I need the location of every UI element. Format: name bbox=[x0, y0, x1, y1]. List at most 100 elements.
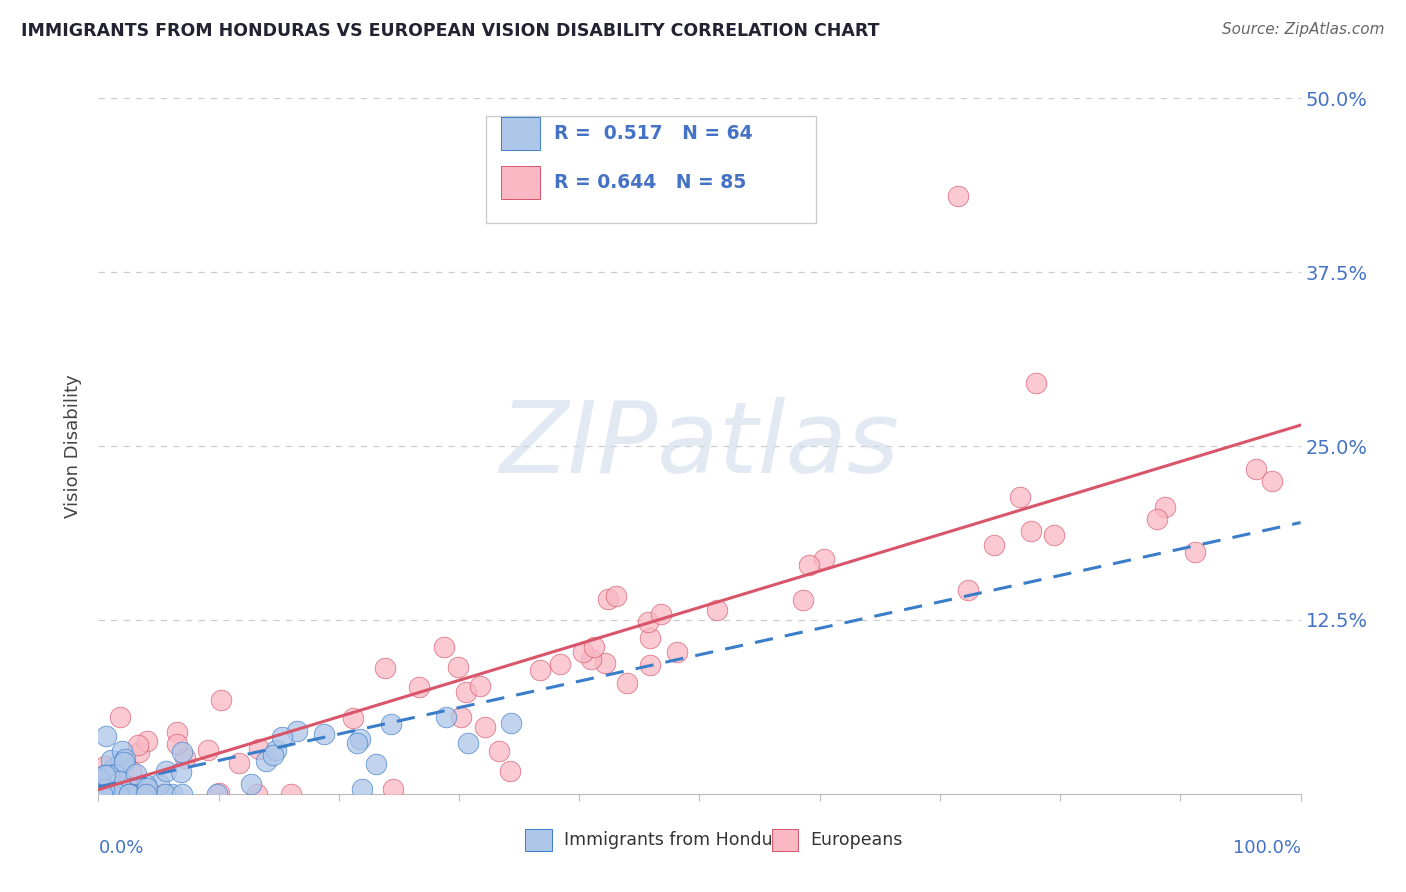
Point bbox=[239, 777, 262, 791]
Point bbox=[117, 787, 139, 801]
Point bbox=[125, 766, 148, 780]
Point bbox=[457, 736, 479, 750]
Y-axis label: Vision Disability: Vision Disability bbox=[65, 374, 83, 518]
Point bbox=[946, 188, 969, 202]
Point bbox=[117, 779, 139, 793]
Point bbox=[470, 679, 492, 693]
Point bbox=[103, 787, 125, 801]
Point bbox=[107, 787, 129, 801]
Point bbox=[90, 787, 112, 801]
Point bbox=[117, 787, 139, 801]
Point bbox=[94, 787, 117, 801]
Point bbox=[983, 538, 1005, 552]
Point bbox=[128, 745, 150, 759]
Point bbox=[1025, 376, 1047, 391]
Text: IMMIGRANTS FROM HONDURAS VS EUROPEAN VISION DISABILITY CORRELATION CHART: IMMIGRANTS FROM HONDURAS VS EUROPEAN VIS… bbox=[21, 22, 880, 40]
Point bbox=[135, 787, 157, 801]
Point bbox=[135, 734, 157, 748]
Point bbox=[349, 731, 371, 746]
Point bbox=[637, 615, 659, 629]
Point bbox=[605, 589, 627, 603]
Point bbox=[111, 785, 134, 799]
Point bbox=[499, 715, 522, 730]
Point bbox=[792, 593, 814, 607]
Point bbox=[110, 773, 132, 788]
Point bbox=[89, 787, 111, 801]
Point bbox=[107, 787, 129, 801]
Point bbox=[153, 787, 176, 801]
Point bbox=[91, 770, 114, 784]
Point bbox=[117, 787, 139, 801]
Point bbox=[114, 752, 136, 766]
Point bbox=[152, 787, 174, 801]
Point bbox=[87, 787, 110, 801]
Point bbox=[96, 787, 118, 801]
Point bbox=[209, 693, 232, 707]
Point bbox=[247, 742, 270, 756]
Point bbox=[596, 592, 619, 607]
Point bbox=[228, 756, 250, 771]
Point bbox=[956, 582, 979, 597]
Point bbox=[595, 656, 617, 670]
Point bbox=[115, 782, 138, 797]
Point bbox=[450, 710, 472, 724]
Point bbox=[665, 645, 688, 659]
Point bbox=[616, 676, 638, 690]
Point bbox=[120, 764, 142, 778]
Text: 100.0%: 100.0% bbox=[1233, 839, 1301, 857]
Point bbox=[550, 657, 572, 671]
Point bbox=[1244, 462, 1267, 476]
Point bbox=[110, 754, 132, 768]
Point bbox=[813, 552, 835, 566]
Point bbox=[104, 767, 127, 781]
Point bbox=[107, 787, 129, 801]
Point bbox=[93, 759, 115, 773]
Point bbox=[1146, 512, 1168, 526]
Point bbox=[89, 787, 111, 801]
Point bbox=[1184, 545, 1206, 559]
Point bbox=[122, 787, 145, 801]
FancyBboxPatch shape bbox=[772, 829, 799, 851]
Point bbox=[127, 787, 149, 801]
Point bbox=[94, 768, 117, 782]
Point bbox=[98, 787, 121, 801]
Point bbox=[90, 787, 112, 801]
Point bbox=[572, 645, 595, 659]
Point bbox=[104, 787, 127, 801]
Point bbox=[101, 787, 124, 801]
Point bbox=[94, 787, 117, 801]
Point bbox=[638, 631, 661, 645]
Point bbox=[342, 711, 364, 725]
Point bbox=[208, 786, 231, 800]
Point bbox=[197, 743, 219, 757]
Point bbox=[160, 787, 183, 801]
Text: Immigrants from Honduras: Immigrants from Honduras bbox=[564, 830, 799, 849]
Point bbox=[166, 725, 188, 739]
Point bbox=[364, 757, 387, 772]
Text: ZIPatlas: ZIPatlas bbox=[499, 398, 900, 494]
Point bbox=[271, 730, 294, 744]
Point bbox=[408, 680, 430, 694]
Point bbox=[155, 764, 177, 778]
Point bbox=[107, 787, 129, 801]
Point bbox=[94, 768, 117, 782]
Point bbox=[132, 787, 155, 801]
Point bbox=[100, 753, 122, 767]
Point bbox=[285, 724, 308, 739]
Point bbox=[128, 787, 150, 801]
Point bbox=[706, 603, 728, 617]
Point bbox=[488, 744, 510, 758]
Point bbox=[264, 743, 287, 757]
Point bbox=[1043, 527, 1066, 541]
Text: 0.0%: 0.0% bbox=[98, 839, 143, 857]
Point bbox=[87, 772, 110, 787]
Point bbox=[101, 785, 124, 799]
Point bbox=[650, 607, 672, 622]
Point bbox=[103, 761, 125, 775]
Point bbox=[98, 787, 121, 801]
FancyBboxPatch shape bbox=[526, 829, 551, 851]
FancyBboxPatch shape bbox=[501, 117, 540, 150]
Point bbox=[1153, 500, 1175, 514]
Point bbox=[120, 787, 142, 801]
Point bbox=[148, 777, 170, 791]
